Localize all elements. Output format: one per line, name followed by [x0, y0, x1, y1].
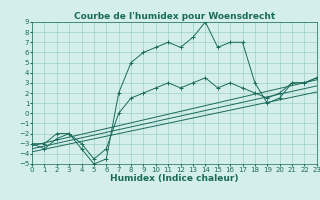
X-axis label: Humidex (Indice chaleur): Humidex (Indice chaleur) — [110, 174, 239, 183]
Title: Courbe de l'humidex pour Woensdrecht: Courbe de l'humidex pour Woensdrecht — [74, 12, 275, 21]
